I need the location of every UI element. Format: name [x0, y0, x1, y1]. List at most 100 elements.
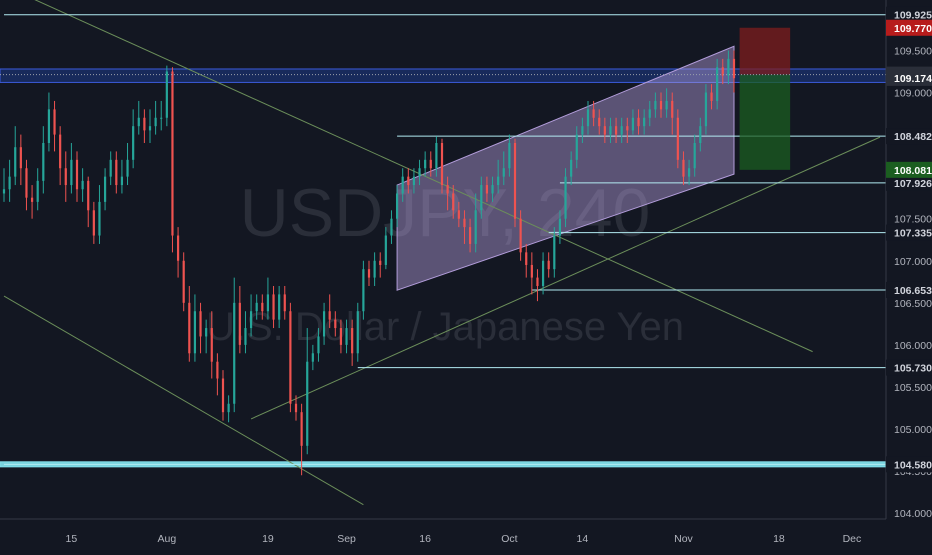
- candle-body: [395, 193, 399, 219]
- candle-body: [47, 109, 51, 143]
- y-tick-label: 104.000: [894, 508, 932, 520]
- x-tick-label: Dec: [843, 533, 862, 545]
- candle-body: [233, 302, 236, 404]
- candle-body: [530, 264, 533, 278]
- candle-body: [2, 189, 6, 194]
- candle-body: [732, 58, 736, 79]
- y-tick-label: 105.500: [894, 382, 932, 394]
- candle-body: [474, 210, 477, 244]
- candle-body: [575, 134, 578, 160]
- candle-body: [412, 176, 416, 186]
- candle-body: [154, 117, 157, 127]
- candle-body: [463, 218, 466, 228]
- candle-body: [36, 180, 39, 202]
- candle-body: [727, 58, 730, 76]
- level-price-label: 105.730: [894, 363, 932, 375]
- candle-body: [553, 235, 556, 270]
- candle-body: [216, 361, 219, 379]
- candle-body: [59, 134, 62, 169]
- candle-body: [592, 109, 595, 118]
- candle-body: [446, 185, 449, 194]
- x-tick-label: Sep: [337, 533, 356, 545]
- stop-price-label: 109.770: [894, 23, 932, 35]
- candle-body: [586, 109, 590, 127]
- candle-body: [160, 117, 163, 119]
- candle-body: [558, 218, 562, 236]
- candle-body: [98, 201, 101, 236]
- stop-loss-zone: [739, 27, 791, 75]
- candle-body: [367, 269, 371, 278]
- candle-body: [457, 210, 460, 219]
- candle-body: [452, 193, 455, 211]
- y-tick-label: 105.000: [894, 424, 932, 436]
- level-price-label: 106.653: [894, 285, 932, 297]
- position-layer: [0, 27, 886, 170]
- level-price-label: 109.925: [894, 10, 932, 22]
- candle-body: [721, 67, 724, 76]
- candle-body: [14, 147, 17, 177]
- level-price-label: 107.335: [894, 228, 932, 240]
- candle-body: [581, 126, 584, 135]
- level-price-label-bg: [886, 174, 932, 191]
- candle-body: [165, 71, 168, 118]
- candle-body: [513, 142, 517, 219]
- candle-body: [435, 142, 438, 169]
- candle-body: [440, 142, 444, 186]
- candle-body: [541, 260, 545, 286]
- candle-body: [227, 403, 230, 413]
- candle-body: [603, 126, 606, 135]
- candle-body: [614, 126, 618, 135]
- candle-body: [665, 100, 668, 110]
- candle-body: [682, 159, 685, 177]
- candle-body: [255, 302, 258, 312]
- candle-body: [480, 185, 483, 211]
- x-axis[interactable]: 15 Aug 19 Sep 16 Oct 14 Nov 18 Dec: [0, 518, 932, 550]
- candle-body: [626, 126, 629, 131]
- candle-body: [637, 117, 640, 127]
- candle-body: [502, 168, 505, 177]
- candle-body: [687, 168, 691, 177]
- candle-body: [221, 378, 225, 413]
- watermark-symbol: USDJPY, 240: [240, 175, 651, 251]
- candle-body: [92, 210, 95, 236]
- candle-body: [598, 117, 601, 127]
- candle-body: [716, 67, 719, 101]
- candle-body: [87, 180, 90, 211]
- target-price-label: 108.081: [894, 165, 932, 177]
- price-badges: 109.925 108.482 107.926 107.335 106.653 105.7…: [886, 6, 932, 473]
- candle-body: [300, 412, 303, 446]
- x-tick-label: 19: [262, 533, 274, 545]
- candle-body: [564, 176, 567, 219]
- candle-body: [648, 109, 651, 118]
- x-tick-label: 14: [577, 533, 589, 545]
- stop-price-label-bg: [886, 19, 932, 36]
- candle-body: [328, 311, 331, 320]
- candle-body: [547, 260, 550, 270]
- candle-body: [188, 302, 191, 354]
- candle-body: [384, 235, 387, 265]
- candle-body: [609, 126, 612, 135]
- candle-body: [345, 328, 348, 345]
- candle-body: [631, 117, 635, 131]
- candle-body: [103, 176, 107, 202]
- candle-body: [497, 176, 500, 186]
- candle-body: [317, 336, 320, 354]
- candle-body: [373, 260, 376, 278]
- x-tick-label: Nov: [674, 533, 693, 545]
- candle-body: [379, 260, 382, 265]
- last-price-label: 109.174: [894, 73, 932, 85]
- candle-body: [244, 328, 247, 345]
- candle-body: [53, 109, 56, 135]
- candle-body: [283, 294, 286, 312]
- candle-body: [272, 294, 275, 320]
- candle-body: [508, 142, 511, 169]
- candle-body: [109, 159, 112, 177]
- level-price-label-bg: [886, 6, 932, 23]
- level-price-label-bg: [886, 281, 932, 298]
- candle-body: [525, 252, 528, 265]
- candle-body: [519, 218, 522, 253]
- candle-body: [278, 294, 281, 320]
- candle-body: [468, 227, 472, 244]
